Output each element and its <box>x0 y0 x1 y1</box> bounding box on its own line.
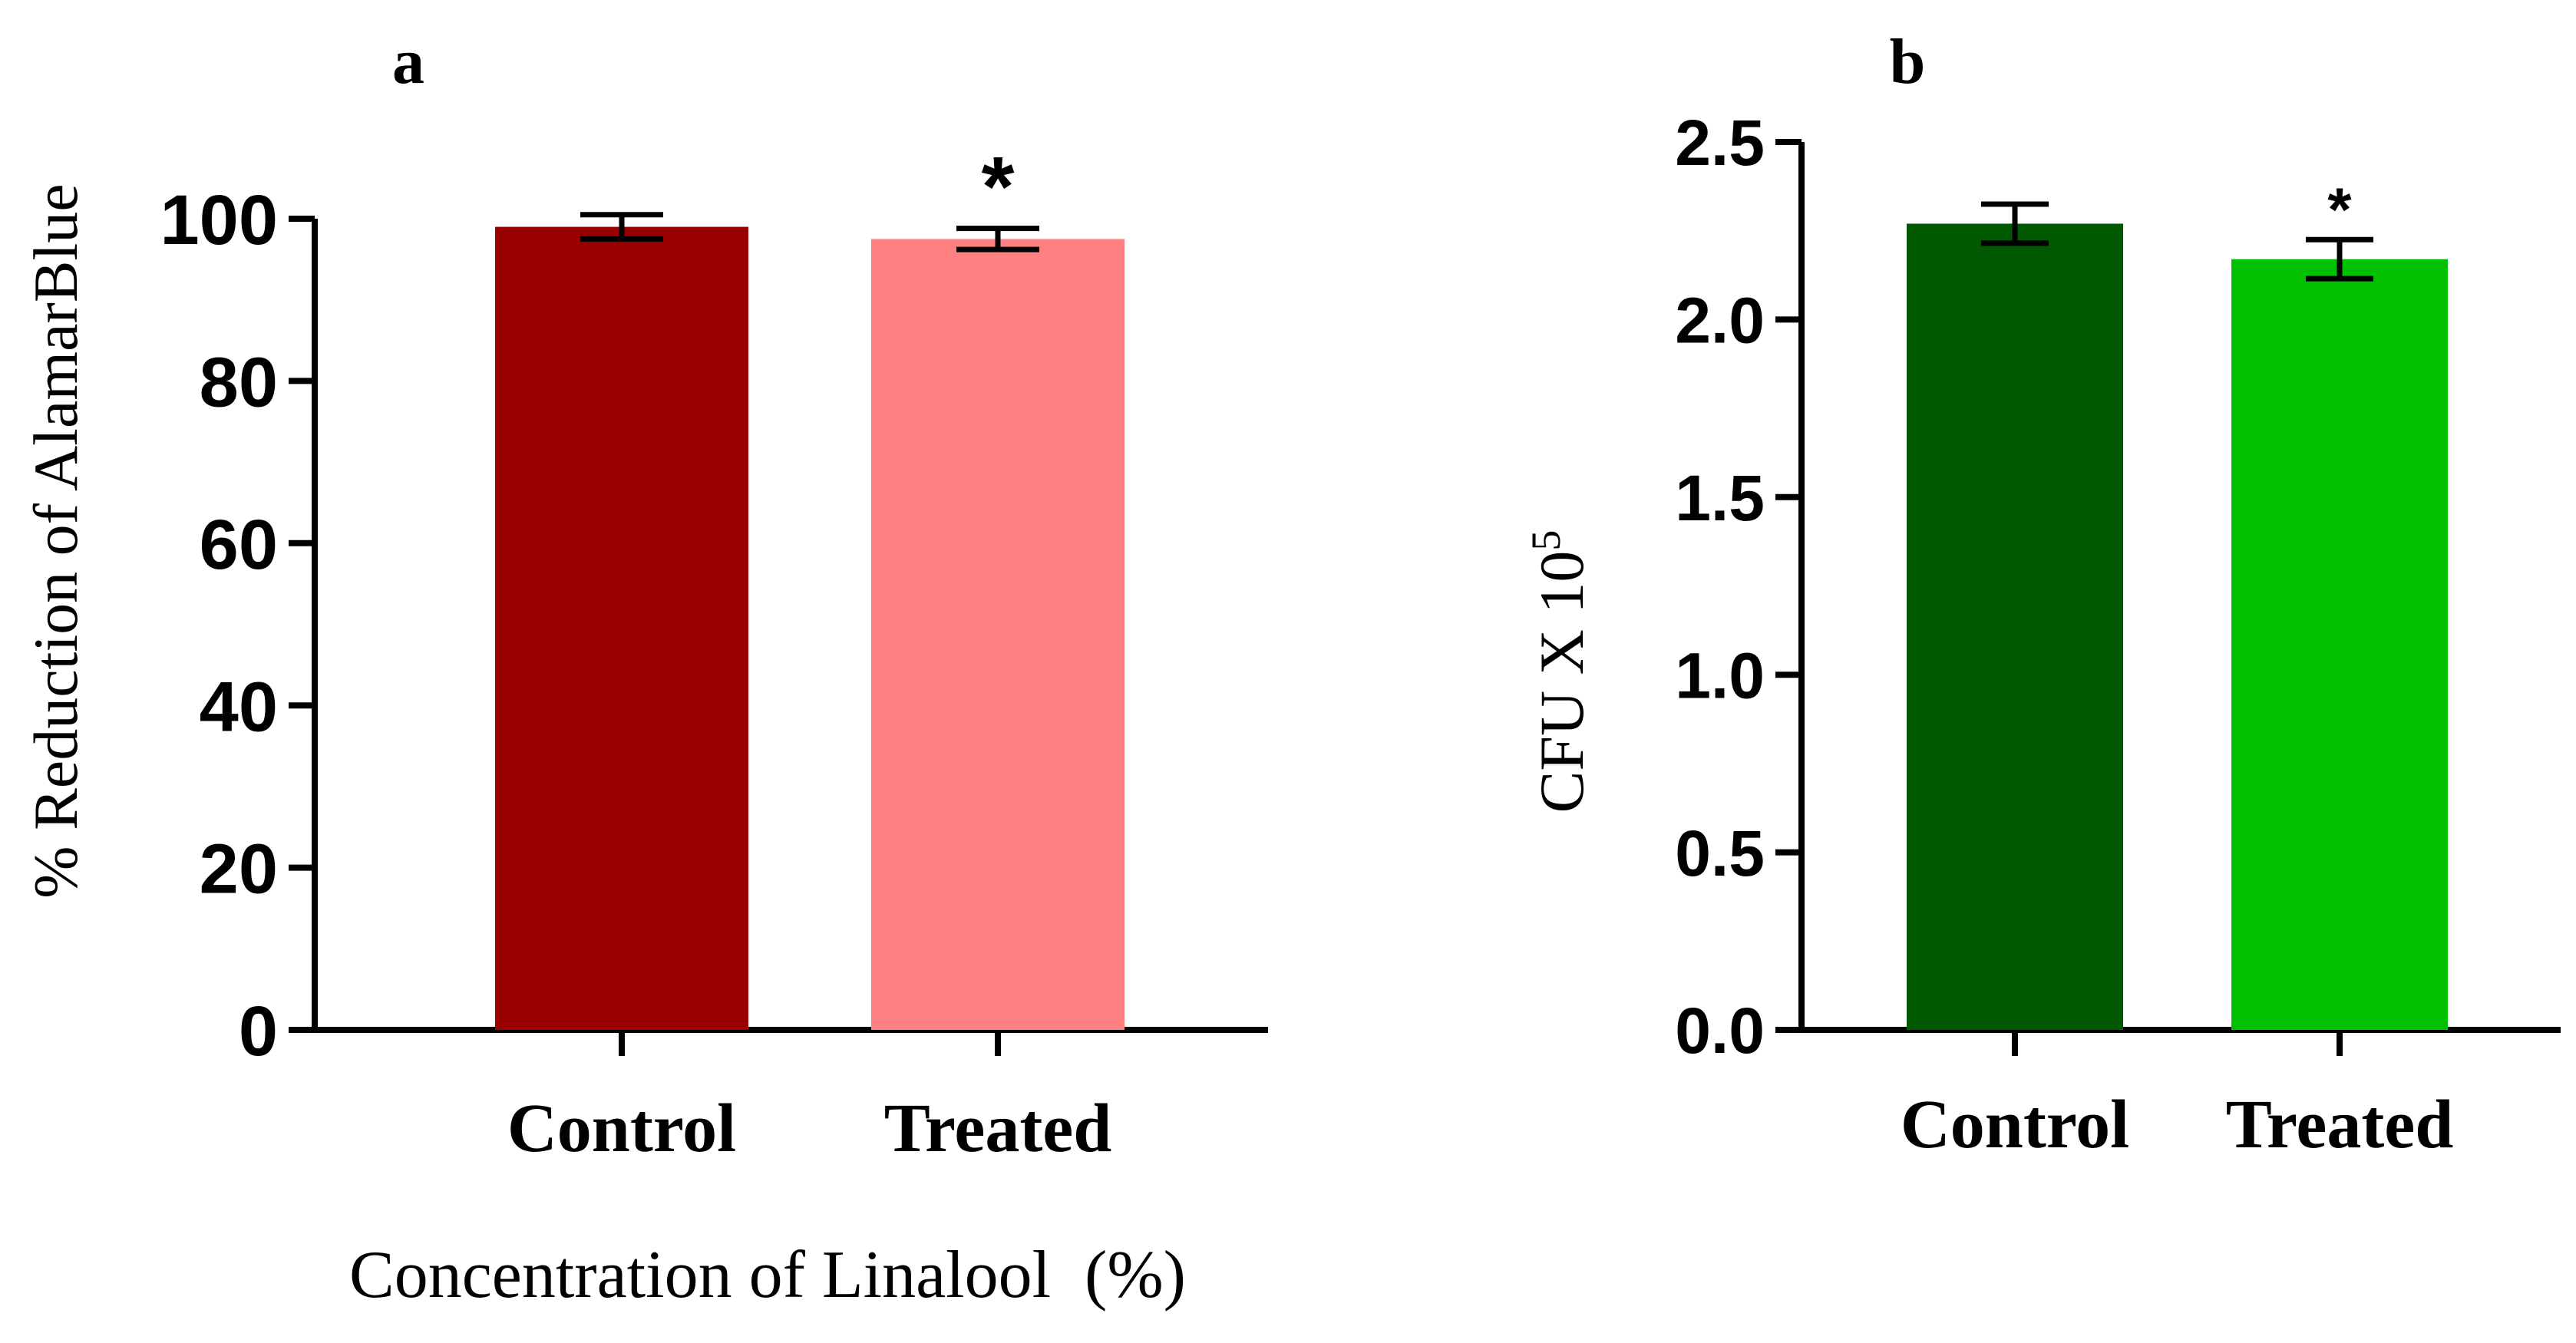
panel-a-y-axis-label: % Reduction of AlamarBlue <box>21 183 91 898</box>
panel-a-y-tick-label: 60 <box>200 506 278 584</box>
panel-a-y-axis-label-group: % Reduction of AlamarBlue <box>21 183 91 898</box>
panel-a-significance-marker: * <box>982 140 1015 234</box>
panel-a-x-axis-label: Concentration of Linalool (%) <box>349 1238 1186 1312</box>
panel-a-y-tick-label: 40 <box>200 668 278 746</box>
panel-b-bar-control <box>1907 223 2123 1031</box>
panel-b-y-tick-label: 0.5 <box>1675 817 1765 889</box>
panel-a-label: a <box>392 26 424 97</box>
panel-a-error-bar-treated <box>956 226 1039 252</box>
panel-b-y-axis-label-group: CFU X 105 <box>1523 530 1597 813</box>
panel-a-category-label-treated: Treated <box>884 1091 1112 1166</box>
panel-b-error-bar-control <box>1981 201 2049 246</box>
panel-b-y-axis-label: CFU X 105 <box>1523 530 1597 813</box>
panel-a-bar-treated <box>871 239 1125 1030</box>
panel-b-category-label-treated: Treated <box>2226 1087 2454 1163</box>
panel-b-y-axis-label-main: CFU X 10 <box>1527 551 1597 813</box>
panel-a-bar-control <box>495 226 748 1030</box>
panel-a-y-tick-label: 100 <box>160 181 279 259</box>
panel-a-category-label-control: Control <box>507 1091 736 1166</box>
panel-b-y-tick-label: 2.5 <box>1675 107 1765 179</box>
panel-b-y-tick-label: 1.0 <box>1675 639 1765 711</box>
panel-b-category-label-control: Control <box>1901 1087 2129 1163</box>
panel-b-y-tick-label: 1.5 <box>1675 462 1765 534</box>
panel-b-significance-marker: * <box>2327 175 2352 243</box>
panel-a-y-tick-label: 80 <box>200 344 278 422</box>
panel-a-y-tick-label: 0 <box>239 992 278 1071</box>
panel-b: b CFU X 105 0.0 0.5 1.0 1.5 2.0 2.5 Control Tr… <box>1523 26 2561 1163</box>
panel-b-y-tick-label: 2.0 <box>1675 285 1765 357</box>
panel-a-y-tick-label: 20 <box>200 830 278 909</box>
panel-b-label: b <box>1890 26 1926 97</box>
panel-a-error-bar-control <box>580 212 663 242</box>
panel-b-bar-treated <box>2231 259 2448 1030</box>
panel-b-y-axis-label-exponent: 5 <box>1523 530 1569 551</box>
panel-b-error-bar-treated <box>2306 236 2373 282</box>
panel-a: a % Reduction of AlamarBlue 0 20 40 60 80 100… <box>21 26 1268 1312</box>
panel-b-y-tick-label: 0.0 <box>1675 995 1765 1067</box>
